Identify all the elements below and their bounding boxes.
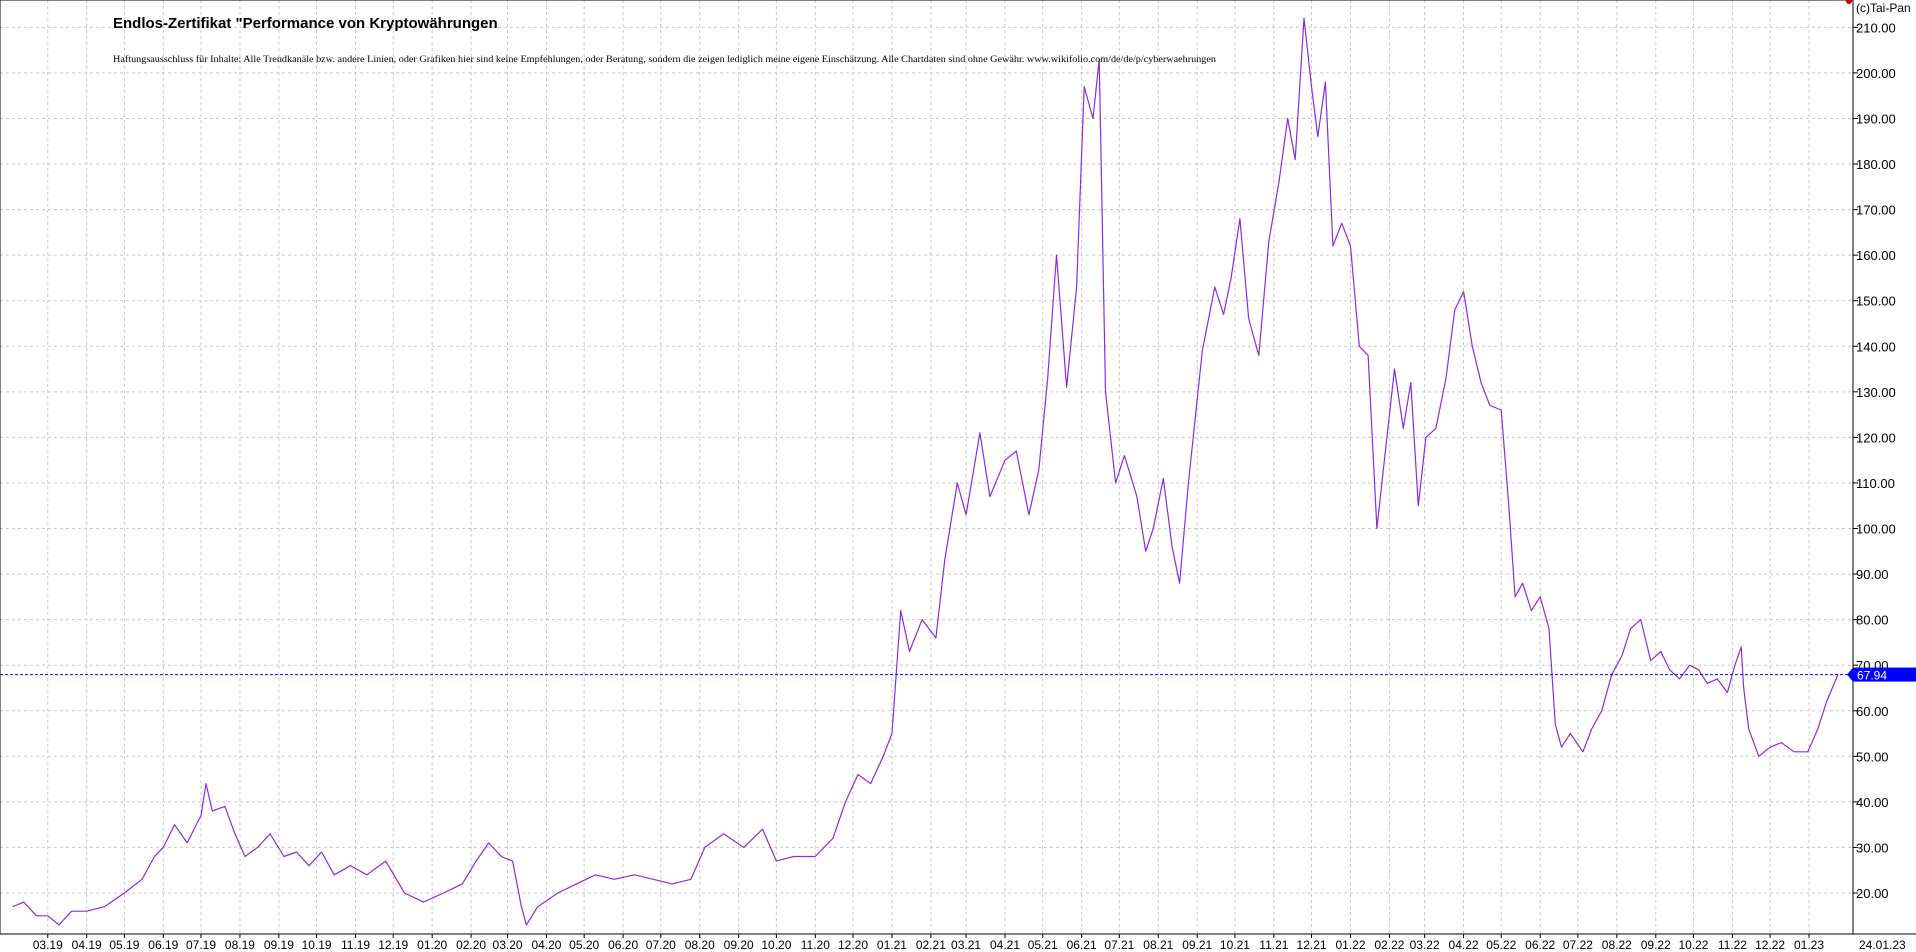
y-axis: 20.0030.0040.0050.0060.0070.0080.0090.00…	[1853, 20, 1896, 901]
x-tick-label: 01.22	[1335, 938, 1365, 952]
x-tick-label: 03.22	[1410, 938, 1440, 952]
x-end-label: 24.01.23	[1859, 938, 1906, 952]
y-tick-label: 40.00	[1856, 795, 1889, 810]
y-tick-label: 180.00	[1856, 157, 1896, 172]
x-tick-label: 10.20	[761, 938, 791, 952]
x-tick-label: 10.19	[302, 938, 332, 952]
y-tick-label: 60.00	[1856, 704, 1889, 719]
x-axis: 03.19 04.19 05.19 06.19 07.19 08.19 09.19 10.19…	[33, 934, 1906, 952]
y-tick-label: 210.00	[1856, 20, 1896, 35]
x-tick-label: 11.20	[801, 938, 830, 952]
last-value-label: 67.94	[1857, 669, 1887, 683]
x-tick-label: 03.20	[493, 938, 523, 952]
chart-subtitle: Haftungsausschluss für Inhalte: Alle Tre…	[113, 54, 1217, 64]
x-tick-label: 07.19	[186, 938, 216, 952]
x-tick-label: 11.19	[341, 938, 370, 952]
x-tick-label: 12.20	[838, 938, 868, 952]
x-tick-label: 10.21	[1220, 938, 1250, 952]
series-layer	[12, 17, 1839, 926]
x-tick-label: 08.20	[685, 938, 715, 952]
last-value-box	[1853, 667, 1916, 682]
y-tick-label: 140.00	[1856, 339, 1896, 354]
x-tick-label: 05.20	[569, 938, 599, 952]
x-tick-label: 12.21	[1297, 938, 1327, 952]
y-tick-label: 170.00	[1856, 203, 1896, 218]
x-tick-label: 05.19	[109, 938, 139, 952]
y-tick-label: 120.00	[1856, 430, 1896, 445]
x-tick-label: 09.19	[264, 938, 294, 952]
y-tick-label: 150.00	[1856, 294, 1896, 309]
y-tick-label: 200.00	[1856, 66, 1896, 81]
x-tick-label: 06.19	[148, 938, 178, 952]
y-tick-label: 160.00	[1856, 248, 1896, 263]
x-tick-label: 06.22	[1525, 938, 1555, 952]
x-tick-label: 02.21	[916, 938, 946, 952]
x-tick-label: 03.19	[33, 938, 63, 952]
x-tick-label: 07.21	[1104, 938, 1134, 952]
y-tick-label: 110.00	[1856, 476, 1895, 491]
x-tick-label: 03.21	[951, 938, 981, 952]
x-tick-label: 04.21	[990, 938, 1020, 952]
x-tick-label: 04.22	[1449, 938, 1479, 952]
copyright-label: (c)Tai-Pan	[1856, 1, 1911, 15]
x-tick-label: 12.19	[378, 938, 408, 952]
x-tick-label: 04.20	[531, 938, 561, 952]
y-tick-label: 50.00	[1856, 749, 1889, 764]
x-tick-label: 02.22	[1374, 938, 1404, 952]
y-tick-label: 80.00	[1856, 613, 1889, 628]
x-tick-label: 05.21	[1028, 938, 1058, 952]
x-tick-label: 08.19	[225, 938, 255, 952]
x-tick-label: 11.21	[1259, 938, 1288, 952]
x-tick-label: 11.22	[1718, 938, 1747, 952]
x-tick-label: 09.22	[1641, 938, 1671, 952]
x-tick-label: 07.22	[1563, 938, 1593, 952]
x-tick-label: 06.20	[608, 938, 638, 952]
x-tick-label: 02.20	[456, 938, 486, 952]
grid	[0, 0, 1853, 934]
x-tick-label: 08.21	[1143, 938, 1173, 952]
x-tick-label: 01.20	[417, 938, 447, 952]
x-tick-label: 01.23	[1794, 938, 1824, 952]
chart-title: Endlos-Zertifikat "Performance von Krypt…	[113, 15, 498, 32]
x-tick-label: 07.20	[646, 938, 676, 952]
x-tick-label: 08.22	[1602, 938, 1632, 952]
y-tick-label: 30.00	[1856, 840, 1889, 855]
y-tick-label: 190.00	[1856, 111, 1896, 126]
y-tick-label: 90.00	[1856, 567, 1889, 582]
y-tick-label: 100.00	[1856, 522, 1896, 537]
x-tick-label: 10.22	[1678, 938, 1708, 952]
x-tick-label: 09.21	[1182, 938, 1212, 952]
corner-marker	[1846, 0, 1852, 4]
y-tick-label: 20.00	[1856, 886, 1889, 901]
last-value-layer: 67.94	[0, 667, 1916, 683]
x-tick-label: 06.21	[1067, 938, 1097, 952]
x-tick-label: 05.22	[1486, 938, 1516, 952]
x-tick-label: 12.22	[1755, 938, 1785, 952]
y-tick-label: 130.00	[1856, 385, 1896, 400]
series-line	[12, 17, 1839, 926]
x-tick-label: 09.20	[724, 938, 754, 952]
x-tick-label: 01.21	[877, 938, 907, 952]
last-value-pointer	[1847, 667, 1853, 682]
x-tick-label: 04.19	[72, 938, 102, 952]
